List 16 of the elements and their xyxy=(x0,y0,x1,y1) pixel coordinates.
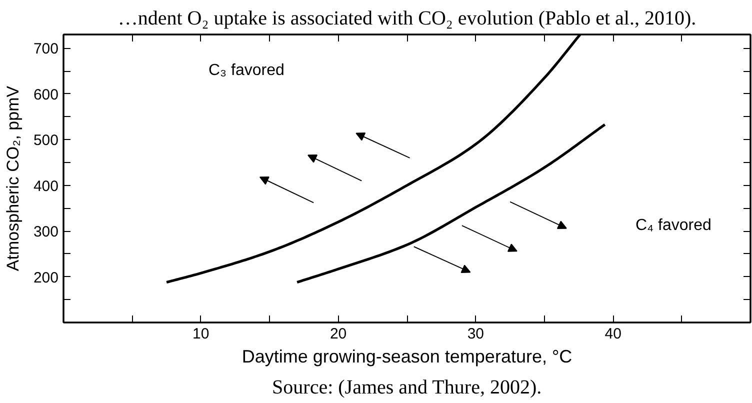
x-tick-label: 40 xyxy=(604,326,622,342)
y-axis-title: Atmospheric CO₂, ppmV xyxy=(3,85,22,272)
y-tick-label: 200 xyxy=(33,269,59,286)
y-tick-label: 700 xyxy=(33,40,59,58)
y-tick-label: 400 xyxy=(33,178,59,195)
x-tick-label: 20 xyxy=(330,326,347,342)
annotation: C₃ favored xyxy=(208,62,284,79)
source-note: Source: (James and Thure, 2002). xyxy=(272,376,542,398)
y-tick-label: 300 xyxy=(33,224,59,241)
annotation: C₄ favored xyxy=(636,217,712,234)
y-tick-label: 500 xyxy=(33,132,59,150)
text: …ndent O₂ uptake is associated with CO₂ evolution (Pablo et al., 2010). xyxy=(118,8,696,30)
x-tick-label: 10 xyxy=(192,326,210,342)
x-axis-title: Daytime growing-season temperature, °C xyxy=(242,346,572,366)
x-tick-label: 30 xyxy=(467,326,484,342)
y-tick-label: 600 xyxy=(33,86,59,104)
